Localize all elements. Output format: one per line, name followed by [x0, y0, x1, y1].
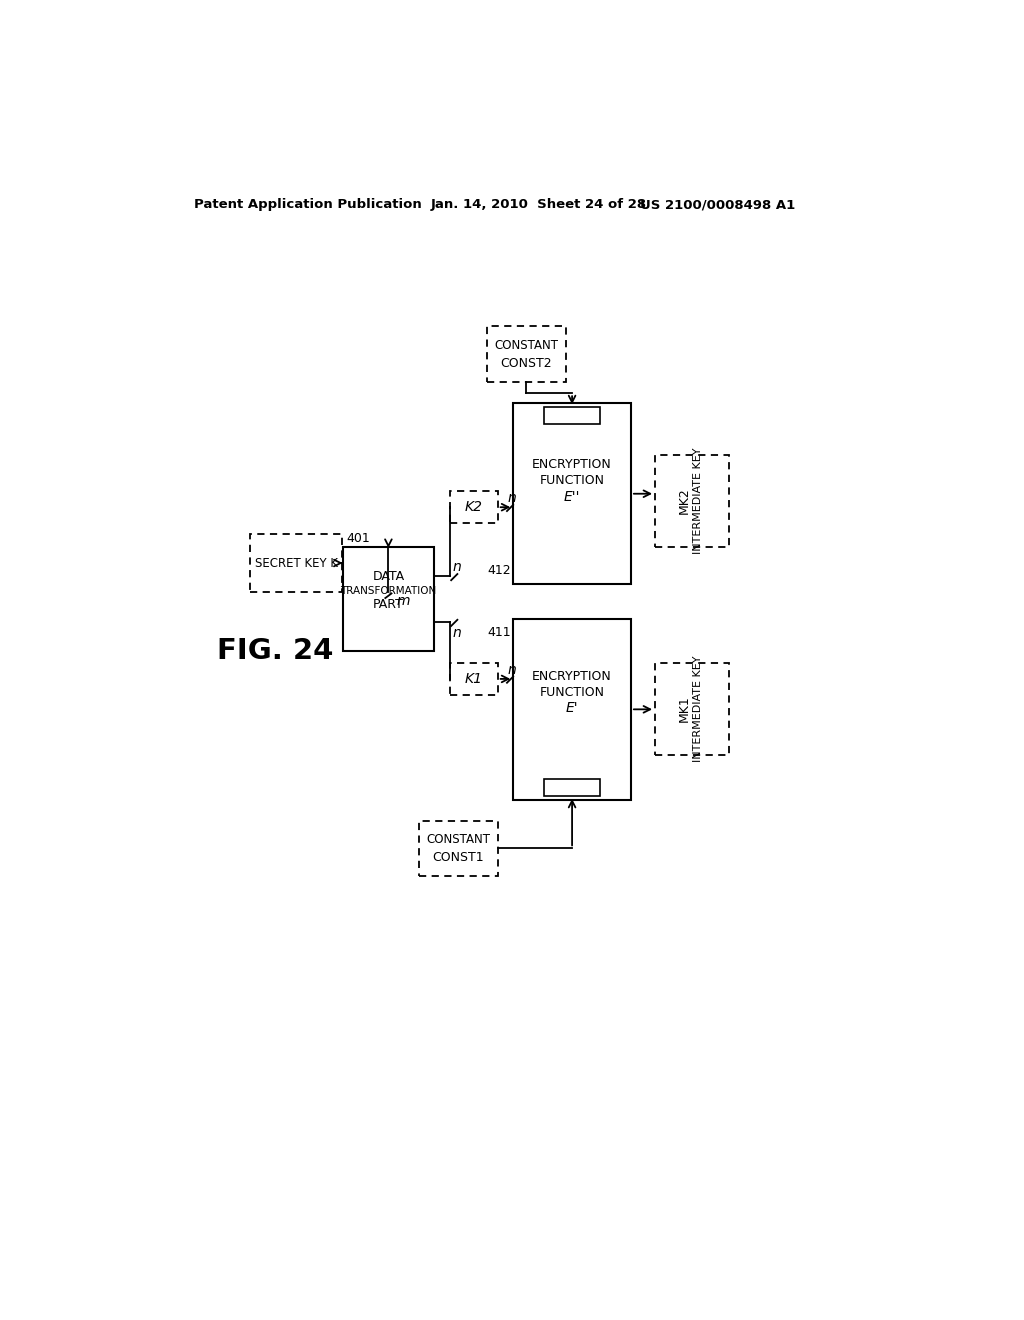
Text: CONST1: CONST1: [432, 851, 484, 865]
Text: TRANSFORMATION: TRANSFORMATION: [340, 586, 436, 597]
Bar: [544, 779, 600, 796]
Bar: [343, 548, 434, 651]
Bar: [655, 455, 729, 548]
Text: ENCRYPTION: ENCRYPTION: [532, 458, 612, 471]
Text: FUNCTION: FUNCTION: [540, 474, 604, 487]
Text: E'': E'': [564, 490, 581, 504]
Text: CONSTANT: CONSTANT: [426, 833, 490, 846]
Bar: [513, 619, 631, 800]
Text: E': E': [566, 701, 579, 715]
Text: MK2: MK2: [678, 487, 690, 515]
Text: PART: PART: [373, 598, 403, 611]
Text: MK1: MK1: [678, 696, 690, 722]
Text: K2: K2: [465, 500, 482, 515]
Text: ENCRYPTION: ENCRYPTION: [532, 671, 612, 684]
Bar: [251, 535, 342, 591]
Text: K1: K1: [465, 672, 482, 686]
Text: CONST2: CONST2: [501, 356, 552, 370]
Bar: [450, 663, 498, 696]
Text: FIG. 24: FIG. 24: [217, 638, 334, 665]
Bar: [419, 821, 498, 876]
Text: 412: 412: [487, 564, 511, 577]
Bar: [486, 326, 566, 381]
Text: US 2100/0008498 A1: US 2100/0008498 A1: [640, 198, 795, 211]
Text: Patent Application Publication: Patent Application Publication: [194, 198, 422, 211]
Text: n: n: [507, 491, 516, 506]
Text: n: n: [507, 663, 516, 677]
Bar: [450, 491, 498, 524]
Text: 401: 401: [346, 532, 371, 545]
Bar: [513, 404, 631, 585]
Text: FUNCTION: FUNCTION: [540, 685, 604, 698]
Text: INTERMEDIATE KEY: INTERMEDIATE KEY: [693, 447, 703, 554]
Text: n: n: [453, 560, 462, 574]
Text: SECRET KEY K: SECRET KEY K: [255, 557, 338, 569]
Text: Jan. 14, 2010  Sheet 24 of 28: Jan. 14, 2010 Sheet 24 of 28: [430, 198, 646, 211]
Bar: [655, 663, 729, 755]
Text: n: n: [453, 626, 462, 640]
Text: 411: 411: [487, 626, 511, 639]
Text: INTERMEDIATE KEY: INTERMEDIATE KEY: [693, 656, 703, 762]
Text: m: m: [396, 594, 410, 609]
Bar: [544, 407, 600, 424]
Text: DATA: DATA: [373, 570, 404, 583]
Text: CONSTANT: CONSTANT: [495, 339, 558, 352]
